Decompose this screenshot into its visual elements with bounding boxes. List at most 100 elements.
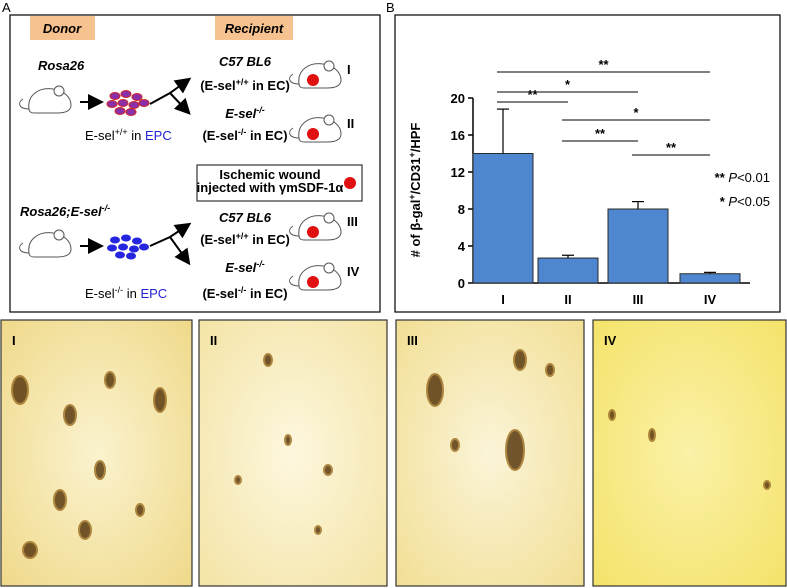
stained-cell bbox=[53, 489, 67, 511]
recipient-strain-part: C57 BL6 bbox=[219, 54, 272, 69]
wound-dot bbox=[307, 226, 319, 238]
recipient-ec-label-part: (E-sel bbox=[202, 286, 237, 301]
donor-cells-label-part: -/- bbox=[115, 285, 124, 295]
mouse-ear bbox=[53, 85, 65, 97]
recipient-ec-label: (E-sel-/- in EC) bbox=[202, 285, 287, 301]
y-axis-label-part: # of β-gal bbox=[408, 200, 423, 258]
significance-label: ** bbox=[595, 126, 606, 141]
stained-cell bbox=[450, 438, 460, 452]
mouse-body bbox=[298, 215, 342, 241]
y-axis-label-part: /HPF bbox=[408, 123, 423, 153]
group-label: II bbox=[347, 116, 354, 131]
panel-label: B bbox=[386, 0, 395, 15]
group-label: I bbox=[347, 62, 351, 77]
mouse-ear bbox=[323, 262, 335, 274]
recipient-ec-label-part: in EC) bbox=[249, 232, 290, 247]
micrograph bbox=[395, 319, 585, 587]
stained-cell bbox=[648, 428, 656, 442]
micrograph-label: II bbox=[210, 333, 217, 348]
y-tick-label: 0 bbox=[458, 276, 465, 291]
donor-cells-label-part: E-sel bbox=[85, 286, 115, 301]
legend-mark: * bbox=[720, 194, 726, 209]
donor-cells-label: E-sel+/+ in EPC bbox=[85, 127, 172, 143]
recipient-header: Recipient bbox=[225, 21, 284, 36]
recipient-strain: E-sel-/- bbox=[225, 259, 265, 275]
y-axis-label-part: /CD31 bbox=[408, 157, 423, 194]
stained-cell bbox=[135, 503, 145, 517]
arrows bbox=[80, 77, 192, 266]
recipient-ec-label-part: +/+ bbox=[236, 77, 249, 87]
recipient-strain-part: -/- bbox=[256, 259, 265, 269]
mouse-ear bbox=[53, 229, 65, 241]
recipient-ec-label-part: (E-sel bbox=[200, 232, 235, 247]
recipient-ec-label: (E-sel+/+ in EC) bbox=[200, 231, 290, 247]
stained-cell bbox=[11, 375, 29, 405]
stained-cell bbox=[94, 460, 106, 480]
stained-cell bbox=[505, 429, 525, 471]
recipient-ec-label-part: +/+ bbox=[236, 231, 249, 241]
mouse-ear bbox=[323, 212, 335, 224]
legend-rest: <0.05 bbox=[737, 194, 770, 209]
recipient-strain-part: E-sel bbox=[225, 106, 256, 121]
mouse-body bbox=[298, 117, 342, 143]
significance-label: ** bbox=[527, 87, 538, 102]
wound-dot bbox=[307, 276, 319, 288]
stained-cell bbox=[426, 373, 444, 407]
donor-strain: Rosa26;E-sel-/- bbox=[20, 203, 110, 219]
mouse-icon bbox=[289, 262, 342, 291]
stained-cell bbox=[608, 409, 616, 421]
donor-cells-2 bbox=[107, 234, 149, 260]
recipient-ec-label-part: (E-sel bbox=[202, 128, 237, 143]
wound-dot bbox=[307, 74, 319, 86]
group-label: IV bbox=[347, 264, 360, 279]
legend-mark: ** bbox=[715, 170, 726, 185]
recipient-ec-label: (E-sel-/- in EC) bbox=[202, 127, 287, 143]
y-tick-label: 8 bbox=[458, 202, 465, 217]
mouse-icon bbox=[19, 85, 72, 114]
stained-cell bbox=[323, 464, 333, 476]
bar bbox=[679, 273, 741, 284]
donor-cells-1 bbox=[106, 90, 150, 116]
stained-cell bbox=[104, 371, 116, 389]
recipient-strain-part: C57 BL6 bbox=[219, 210, 272, 225]
mouse-icon bbox=[19, 229, 72, 258]
recipient-ec-label-part: -/- bbox=[238, 127, 247, 137]
significance-label: * bbox=[565, 77, 571, 92]
x-tick-label: II bbox=[564, 292, 571, 307]
x-tick-label: I bbox=[501, 292, 505, 307]
mouse-tail bbox=[19, 242, 30, 254]
donor-cells-label-part: EPC bbox=[140, 286, 167, 301]
recipient-ec-label-part: -/- bbox=[238, 285, 247, 295]
donor-cells-label-part: EPC bbox=[145, 128, 172, 143]
bar bbox=[607, 208, 669, 284]
donor-cells-label-part: in bbox=[128, 128, 145, 143]
legend-entry: * P<0.05 bbox=[720, 194, 770, 209]
wound-dot bbox=[307, 128, 319, 140]
mouse-ear bbox=[323, 60, 335, 72]
y-axis-label-part: + bbox=[407, 152, 417, 157]
micrograph bbox=[198, 319, 388, 587]
mouse-body bbox=[28, 88, 72, 114]
x-tick-label: III bbox=[633, 292, 644, 307]
stained-cell bbox=[78, 520, 92, 540]
panel-label: A bbox=[2, 0, 11, 15]
stained-cell bbox=[63, 404, 77, 426]
recipient-ec-label-part: in EC) bbox=[249, 78, 290, 93]
y-tick-label: 12 bbox=[451, 165, 465, 180]
significance-label: * bbox=[633, 105, 639, 120]
error-bar bbox=[497, 108, 509, 154]
mouse-icon bbox=[289, 114, 342, 143]
y-tick-label: 16 bbox=[451, 128, 465, 143]
error-bar bbox=[704, 271, 716, 274]
mouse-body bbox=[298, 265, 342, 291]
donor-strain: Rosa26 bbox=[38, 58, 85, 73]
x-tick-label: IV bbox=[704, 292, 717, 307]
micrograph-label: III bbox=[407, 333, 418, 348]
y-axis-label-part: + bbox=[407, 194, 417, 199]
legend-p: P bbox=[728, 170, 737, 185]
mouse-body bbox=[298, 63, 342, 89]
panel-b-frame bbox=[394, 14, 781, 313]
donor-strain-part: Rosa26;E-sel bbox=[20, 204, 102, 219]
